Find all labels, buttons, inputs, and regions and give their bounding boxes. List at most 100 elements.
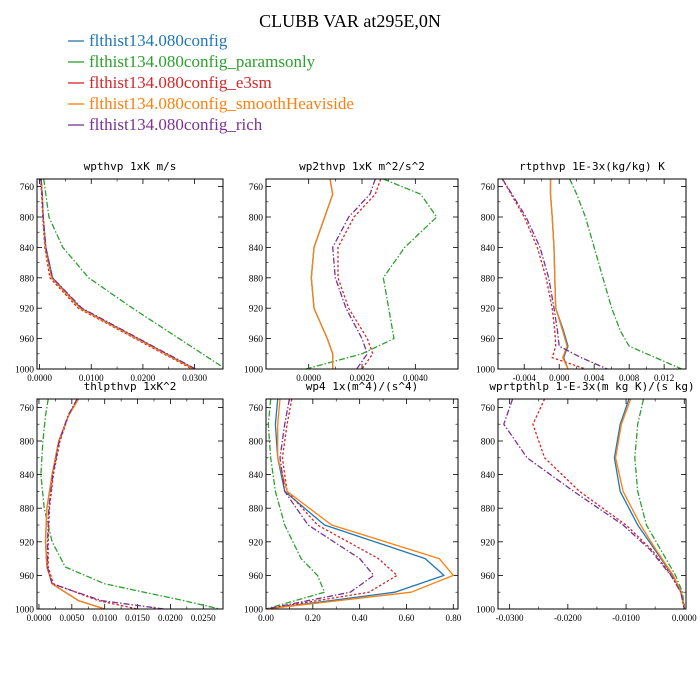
y-tick-label: 840 — [481, 471, 496, 481]
y-tick-label: 800 — [20, 214, 35, 224]
y-tick-label: 1000 — [244, 366, 263, 376]
series-line — [40, 399, 220, 609]
panel-6: wprtpthlp 1-E-3x(m kg K)/(s kg) 760 800 840… — [476, 380, 697, 623]
y-tick-label: 880 — [20, 274, 35, 284]
series-line — [532, 399, 685, 609]
panel-1: wpthvp 1xK m/s 760 800 840 880 920 960 10000.00… — [15, 160, 224, 383]
series-line — [549, 179, 569, 369]
y-tick-label: 960 — [481, 335, 496, 345]
plot-frame — [36, 178, 224, 370]
y-tick-label: 920 — [481, 538, 496, 548]
series-line — [337, 179, 382, 369]
x-tick-label: 0.0100 — [92, 613, 117, 623]
y-tick-label: 760 — [20, 183, 35, 193]
y-tick-label: 880 — [481, 274, 496, 284]
y-tick-label: 760 — [249, 404, 264, 414]
series-line — [44, 399, 105, 609]
series-line — [40, 179, 194, 369]
x-tick-label: 0.60 — [399, 613, 415, 623]
y-tick-label: 1000 — [244, 606, 263, 616]
x-tick-label: 0.00 — [258, 613, 274, 623]
x-tick-label: 0.0000 — [296, 373, 321, 383]
series-line — [44, 399, 105, 609]
series-line — [40, 179, 196, 369]
x-tick-label: 0.0250 — [191, 613, 216, 623]
series-line — [266, 399, 454, 609]
y-tick-label: 1000 — [476, 606, 495, 616]
y-tick-label: 880 — [20, 505, 35, 515]
y-tick-label: 840 — [481, 244, 496, 254]
y-tick-label: 960 — [20, 572, 35, 582]
series-line — [332, 179, 376, 369]
series-line — [43, 179, 223, 369]
series-line — [569, 179, 682, 369]
y-tick-label: 760 — [481, 404, 496, 414]
series-line — [266, 399, 398, 609]
x-tick-label: 0.0150 — [125, 613, 150, 623]
x-tick-label: 0.0100 — [79, 373, 104, 383]
x-tick-label: 0.0000 — [27, 613, 52, 623]
y-tick-label: 840 — [20, 471, 35, 481]
plot-frame — [36, 398, 224, 610]
panel-title: thlpthvp 1xK^2 — [84, 380, 177, 393]
x-tick-label: 0.012 — [654, 373, 674, 383]
y-tick-label: 920 — [481, 305, 496, 315]
plot-frame — [265, 398, 459, 610]
x-tick-label: -0.0300 — [496, 613, 524, 623]
x-tick-label: -0.0200 — [554, 613, 582, 623]
y-tick-label: 800 — [481, 438, 496, 448]
y-tick-label: 1000 — [15, 366, 34, 376]
series-line — [503, 399, 685, 609]
y-tick-label: 920 — [20, 538, 35, 548]
x-tick-label: 0.000 — [549, 373, 570, 383]
y-tick-label: 800 — [249, 214, 264, 224]
panel-3: rtpthvp 1E-3x(kg/kg) K 760 800 840 880 920 960… — [476, 160, 687, 383]
y-tick-label: 760 — [20, 404, 35, 414]
series-line — [46, 399, 164, 609]
x-tick-label: 0.20 — [305, 613, 321, 623]
figure-title: CLUBB VAR at295E,0N — [259, 11, 441, 31]
panels: wpthvp 1xK m/s76080084088092096010000.00… — [15, 160, 697, 623]
y-tick-label: 880 — [249, 505, 264, 515]
series-line — [47, 399, 138, 609]
y-tick-label: 960 — [481, 572, 496, 582]
x-tick-label: 0.80 — [445, 613, 461, 623]
x-tick-label: 0.0200 — [158, 613, 183, 623]
y-tick-label: 960 — [20, 335, 35, 345]
panel-title: wp4 1x(m^4)/(s^4) — [306, 380, 419, 393]
y-tick-label: 840 — [249, 471, 264, 481]
legend-entry: flthist134.080config_e3sm — [89, 73, 272, 92]
y-tick-label: 760 — [249, 183, 264, 193]
y-tick-label: 960 — [249, 572, 264, 582]
panel-5: wp4 1x(m^4)/(s^4)76080084088092096010000… — [244, 380, 462, 623]
panel-4: thlpthvp 1xK^2 760 800 840 880 920 960 10000.00… — [15, 380, 224, 623]
y-tick-label: 1000 — [15, 606, 34, 616]
series-line — [266, 399, 445, 609]
x-tick-label: 0.0000 — [27, 373, 52, 383]
x-tick-label: 0.40 — [352, 613, 368, 623]
y-tick-label: 840 — [249, 244, 264, 254]
panel-title: wprtpthlp 1-E-3x(m kg K)/(s kg) — [489, 380, 694, 393]
x-tick-label: 0.0300 — [182, 373, 207, 383]
y-tick-label: 800 — [20, 438, 35, 448]
y-tick-label: 760 — [481, 183, 496, 193]
series-line — [40, 179, 195, 369]
panel-title: wpthvp 1xK m/s — [84, 160, 177, 173]
plot-frame — [497, 178, 687, 370]
series-line — [501, 179, 608, 369]
series-line — [634, 399, 685, 609]
panel-title: rtpthvp 1E-3x(kg/kg) K — [519, 160, 665, 173]
x-tick-label: 0.0020 — [350, 373, 375, 383]
y-tick-label: 880 — [249, 274, 264, 284]
legend-entry: flthist134.080config — [89, 31, 228, 50]
series-line — [266, 399, 326, 609]
series-line — [310, 179, 334, 369]
y-tick-label: 1000 — [476, 366, 495, 376]
series-line — [305, 179, 438, 369]
x-tick-label: 0.0200 — [131, 373, 156, 383]
series-line — [501, 179, 586, 369]
y-tick-label: 920 — [249, 305, 264, 315]
y-tick-label: 880 — [481, 505, 496, 515]
series-line — [310, 179, 334, 369]
legend-entry: flthist134.080config_paramsonly — [89, 52, 316, 71]
